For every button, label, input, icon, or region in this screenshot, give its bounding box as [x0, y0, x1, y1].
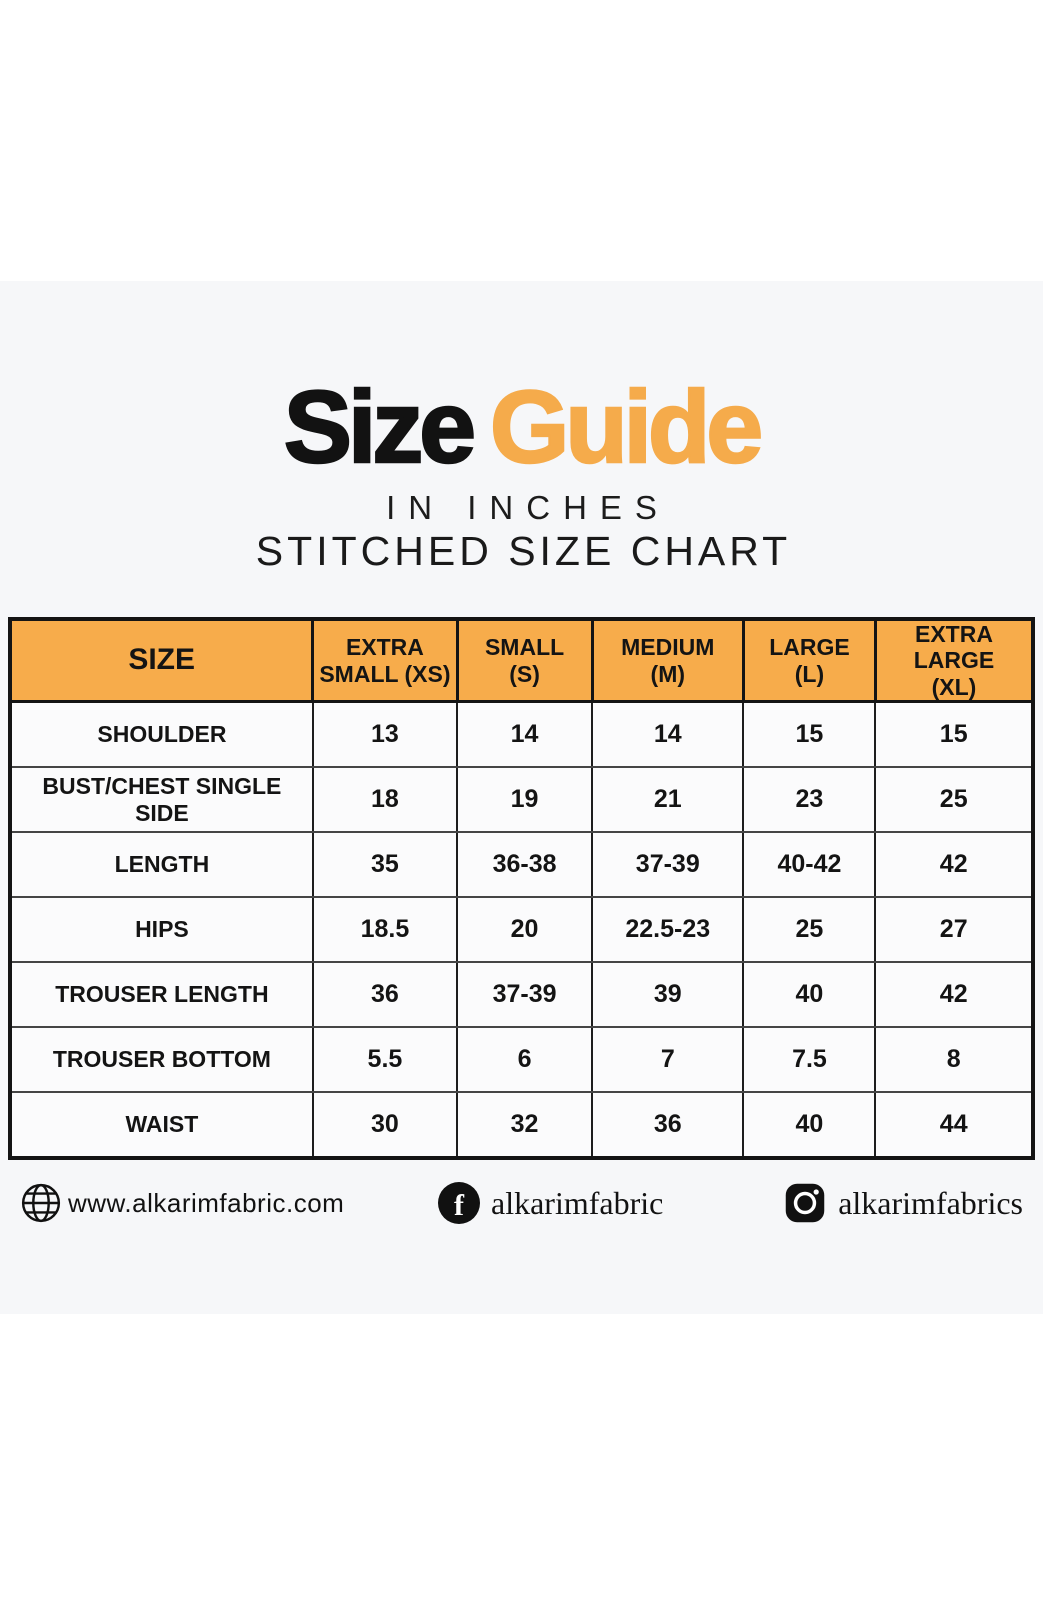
footer: www.alkarimfabric.com f alkarimfabric al…: [0, 1177, 1043, 1229]
instagram-handle: alkarimfabrics: [838, 1184, 1023, 1221]
size-value-cell: 32: [456, 1091, 594, 1160]
table-row: HIPS 18.5 20 22.5-23 25 27: [9, 896, 1034, 964]
size-value-cell: 25: [874, 766, 1034, 834]
row-label: SHOULDER: [9, 700, 314, 769]
size-column-header-5: EXTRA LARGE (XL): [873, 617, 1035, 704]
size-column-header: SIZE: [8, 617, 315, 704]
globe-icon: [20, 1182, 62, 1224]
table-row: TROUSER LENGTH 36 37-39 39 40 42: [9, 961, 1034, 1029]
row-label: TROUSER BOTTOM: [9, 1026, 314, 1094]
size-value-cell: 7.5: [742, 1026, 877, 1094]
table-row: BUST/CHEST SINGLE SIDE 18 19 21 23 25: [9, 766, 1034, 834]
size-value-cell: 23: [742, 766, 877, 834]
title-word-guide: Guide: [489, 370, 765, 484]
size-value-cell: 21: [591, 766, 745, 834]
size-value-cell: 44: [874, 1091, 1034, 1160]
table-row: TROUSER BOTTOM 5.5 6 7 7.5 8: [9, 1026, 1034, 1094]
size-value-cell: 14: [591, 700, 745, 769]
footer-facebook: f alkarimfabric: [438, 1177, 663, 1229]
size-value-cell: 25: [742, 896, 877, 964]
header-row: SIZE EXTRA SMALL (XS) SMALL (S) MEDIUM (M) LARG…: [8, 617, 1035, 704]
footer-website: www.alkarimfabric.com: [20, 1177, 344, 1229]
content-band: Size Guide IN INCHES STITCHED SIZE CHART …: [0, 281, 1043, 1314]
subtitle-stitched-size-chart: STITCHED SIZE CHART: [255, 528, 792, 574]
row-label: WAIST: [9, 1091, 314, 1160]
size-value-cell: 36: [591, 1091, 745, 1160]
size-value-cell: 40: [742, 961, 877, 1029]
subtitle-in-inches: IN INCHES: [386, 489, 670, 526]
page-title: Size Guide: [0, 375, 1043, 480]
row-label: BUST/CHEST SINGLE SIDE: [9, 766, 314, 834]
size-value-cell: 37-39: [591, 831, 745, 899]
size-column-header-2: SMALL (S): [455, 617, 594, 704]
size-value-cell: 40-42: [742, 831, 877, 899]
size-value-cell: 35: [311, 831, 459, 899]
size-column-header-1: EXTRA SMALL (XS): [311, 617, 459, 704]
row-label: HIPS: [9, 896, 314, 964]
title-word-size: Size: [283, 370, 478, 484]
size-value-cell: 19: [456, 766, 594, 834]
size-value-cell: 5.5: [311, 1026, 459, 1094]
facebook-handle: alkarimfabric: [491, 1184, 664, 1221]
facebook-icon: f: [438, 1182, 480, 1224]
size-value-cell: 15: [874, 700, 1034, 769]
size-value-cell: 8: [874, 1026, 1034, 1094]
size-column-header-4: LARGE (L): [741, 617, 877, 704]
size-value-cell: 37-39: [456, 961, 594, 1029]
table-header: SIZE EXTRA SMALL (XS) SMALL (S) MEDIUM (M) LARG…: [8, 617, 1035, 704]
row-label: TROUSER LENGTH: [9, 961, 314, 1029]
size-value-cell: 15: [742, 700, 877, 769]
size-value-cell: 13: [311, 700, 459, 769]
size-value-cell: 36-38: [456, 831, 594, 899]
footer-instagram: alkarimfabrics: [784, 1177, 1023, 1229]
row-label: LENGTH: [9, 831, 314, 899]
size-chart-table: SIZE EXTRA SMALL (XS) SMALL (S) MEDIUM (M) LARG…: [8, 617, 1035, 1161]
table-row: LENGTH 35 36-38 37-39 40-42 42: [9, 831, 1034, 899]
size-value-cell: 6: [456, 1026, 594, 1094]
size-value-cell: 39: [591, 961, 745, 1029]
size-value-cell: 42: [874, 961, 1034, 1029]
size-value-cell: 40: [742, 1091, 877, 1160]
instagram-icon: [784, 1182, 826, 1224]
table-body: SHOULDER 13 14 14 15 15 BUST/CHEST SINGLE SIDE…: [9, 700, 1034, 1160]
size-value-cell: 18: [311, 766, 459, 834]
size-value-cell: 30: [311, 1091, 459, 1160]
size-value-cell: 36: [311, 961, 459, 1029]
size-column-header-3: MEDIUM (M): [590, 617, 745, 704]
table-row: WAIST 30 32 36 40 44: [9, 1091, 1034, 1160]
size-value-cell: 18.5: [311, 896, 459, 964]
size-value-cell: 20: [456, 896, 594, 964]
size-value-cell: 14: [456, 700, 594, 769]
size-value-cell: 42: [874, 831, 1034, 899]
table-row: SHOULDER 13 14 14 15 15: [9, 700, 1034, 769]
size-value-cell: 7: [591, 1026, 745, 1094]
size-value-cell: 22.5-23: [591, 896, 745, 964]
website-url: www.alkarimfabric.com: [68, 1187, 345, 1218]
size-value-cell: 27: [874, 896, 1034, 964]
